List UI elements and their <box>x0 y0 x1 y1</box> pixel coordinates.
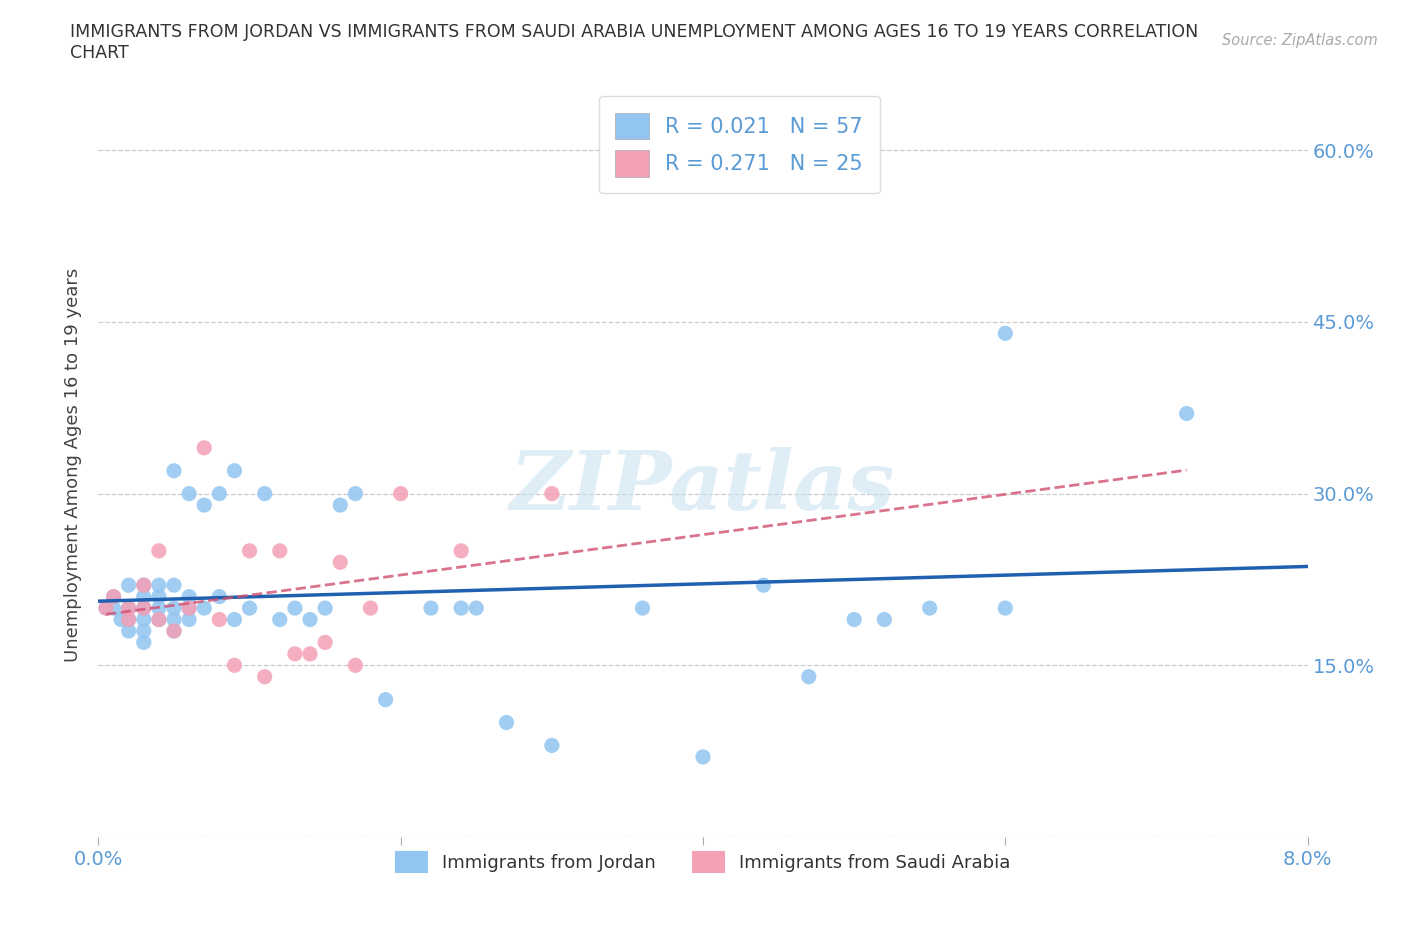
Point <box>360 601 382 616</box>
Point <box>94 601 117 616</box>
Point <box>132 578 155 592</box>
Point <box>344 658 367 672</box>
Point <box>269 612 291 627</box>
Point <box>179 612 201 627</box>
Point <box>148 601 170 616</box>
Point <box>918 601 941 616</box>
Point <box>193 601 215 616</box>
Point <box>269 543 291 558</box>
Point <box>103 590 125 604</box>
Point <box>132 635 155 650</box>
Point <box>208 612 231 627</box>
Point <box>797 670 820 684</box>
Point <box>253 670 276 684</box>
Point <box>208 486 231 501</box>
Point <box>132 590 155 604</box>
Point <box>224 658 246 672</box>
Point <box>299 646 322 661</box>
Text: ZIPatlas: ZIPatlas <box>510 447 896 527</box>
Point <box>132 601 155 616</box>
Point <box>94 601 117 616</box>
Point <box>163 612 186 627</box>
Point <box>118 612 141 627</box>
Point <box>540 486 562 501</box>
Point <box>179 601 201 616</box>
Point <box>148 612 170 627</box>
Point <box>329 555 352 570</box>
Point <box>132 623 155 638</box>
Point <box>420 601 443 616</box>
Point <box>163 578 186 592</box>
Point <box>163 463 186 478</box>
Point <box>208 590 231 604</box>
Point <box>163 601 186 616</box>
Point <box>132 578 155 592</box>
Point <box>994 601 1017 616</box>
Point <box>374 692 396 707</box>
Point <box>450 601 472 616</box>
Point <box>118 601 141 616</box>
Point <box>284 646 307 661</box>
Point <box>314 635 336 650</box>
Point <box>299 612 322 627</box>
Point <box>389 486 412 501</box>
Point <box>994 326 1017 340</box>
Point <box>631 601 654 616</box>
Legend: Immigrants from Jordan, Immigrants from Saudi Arabia: Immigrants from Jordan, Immigrants from … <box>388 844 1018 880</box>
Point <box>844 612 866 627</box>
Text: IMMIGRANTS FROM JORDAN VS IMMIGRANTS FROM SAUDI ARABIA UNEMPLOYMENT AMONG AGES 1: IMMIGRANTS FROM JORDAN VS IMMIGRANTS FRO… <box>70 23 1198 41</box>
Point <box>253 486 276 501</box>
Point <box>110 612 132 627</box>
Text: CHART: CHART <box>70 44 129 61</box>
Point <box>132 612 155 627</box>
Point <box>103 590 125 604</box>
Point <box>540 738 562 753</box>
Point <box>118 623 141 638</box>
Point <box>873 612 896 627</box>
Point <box>132 601 155 616</box>
Point <box>465 601 488 616</box>
Point <box>752 578 775 592</box>
Point <box>224 612 246 627</box>
Point <box>118 578 141 592</box>
Point <box>148 590 170 604</box>
Point <box>193 498 215 512</box>
Point <box>224 463 246 478</box>
Point <box>179 486 201 501</box>
Point <box>163 623 186 638</box>
Point <box>193 441 215 456</box>
Text: Source: ZipAtlas.com: Source: ZipAtlas.com <box>1222 33 1378 47</box>
Point <box>239 543 262 558</box>
Point <box>118 612 141 627</box>
Point <box>148 578 170 592</box>
Point <box>103 601 125 616</box>
Point <box>148 612 170 627</box>
Point <box>495 715 517 730</box>
Point <box>692 750 714 764</box>
Point <box>344 486 367 501</box>
Point <box>329 498 352 512</box>
Point <box>179 590 201 604</box>
Point <box>163 623 186 638</box>
Point <box>314 601 336 616</box>
Point <box>239 601 262 616</box>
Point <box>179 601 201 616</box>
Y-axis label: Unemployment Among Ages 16 to 19 years: Unemployment Among Ages 16 to 19 years <box>65 268 83 662</box>
Point <box>148 543 170 558</box>
Point <box>1175 406 1198 421</box>
Point <box>284 601 307 616</box>
Point <box>118 601 141 616</box>
Point <box>450 543 472 558</box>
